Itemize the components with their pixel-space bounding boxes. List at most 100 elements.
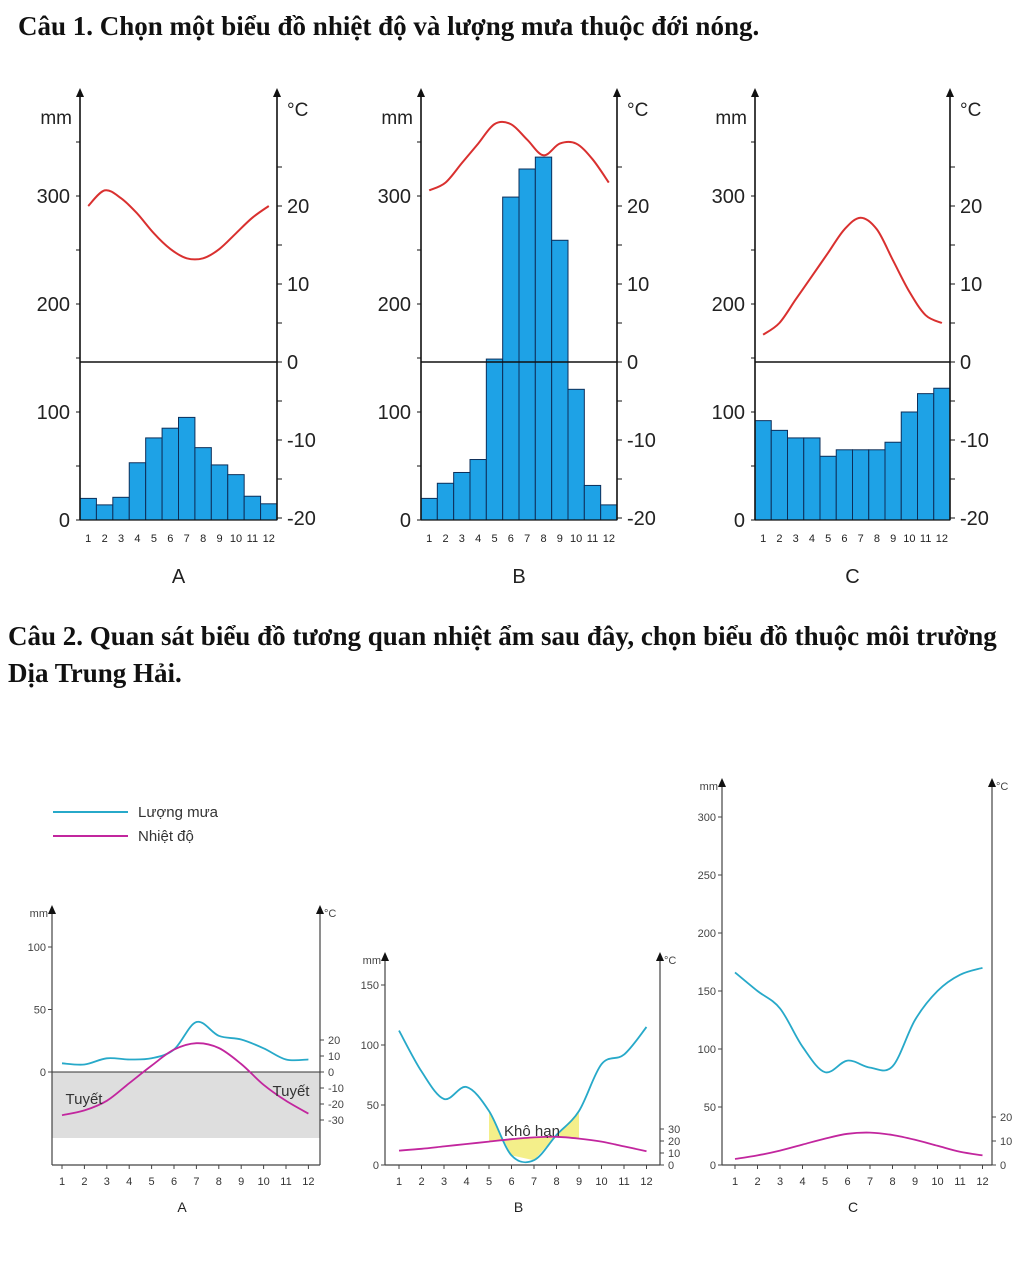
mm-tick-label: 100 — [28, 942, 46, 954]
celsius-unit-label: °C — [287, 100, 308, 121]
month-label: 4 — [463, 1176, 469, 1188]
temperature-line — [398, 1135, 647, 1153]
temperature-line — [762, 216, 943, 336]
rainfall-bar — [819, 455, 837, 521]
rainfall-bar — [79, 497, 97, 521]
mm-tick-label: 150 — [698, 986, 716, 998]
month-label: 7 — [867, 1176, 873, 1188]
mm-tick-label: 100 — [378, 402, 411, 424]
celsius-tick-label: 0 — [668, 1160, 674, 1172]
celsius-tick-label: 10 — [668, 1148, 680, 1160]
rainfall-bar — [260, 503, 278, 521]
mm-unit-label: mm — [700, 781, 718, 793]
mm-unit-label: mm — [381, 108, 413, 129]
rainfall-bar — [128, 462, 147, 521]
rainfall-bar — [502, 196, 520, 521]
month-label: 10 — [595, 1176, 607, 1188]
celsius-unit-label: °C — [324, 908, 336, 920]
rainfall-line — [734, 966, 983, 1074]
celsius-tick-label: 20 — [627, 196, 649, 218]
mm-tick-label: 200 — [37, 294, 70, 316]
celsius-tick-label: -10 — [328, 1083, 344, 1095]
month-label: 2 — [776, 533, 782, 545]
legend-rainfall-label: Lượng mưa — [138, 804, 219, 821]
celsius-axis-arrow — [613, 88, 621, 97]
month-label: 3 — [459, 533, 465, 545]
month-label: 4 — [799, 1176, 805, 1188]
mm-tick-label: 50 — [34, 1005, 46, 1017]
dry-season-region — [489, 1111, 579, 1161]
celsius-tick-label: 30 — [668, 1124, 680, 1136]
month-label: 7 — [184, 533, 190, 545]
month-label: 10 — [257, 1176, 269, 1188]
month-label: 1 — [85, 533, 91, 545]
question-2: Câu 2. Quan sát biểu đồ tương quan nhiệt… — [8, 621, 997, 689]
month-label: 3 — [793, 533, 799, 545]
celsius-axis-arrow — [946, 88, 954, 97]
month-label: 10 — [570, 533, 582, 545]
rainfall-bar — [145, 437, 163, 521]
month-label: 6 — [171, 1176, 177, 1188]
mm-tick-label: 100 — [361, 1040, 379, 1052]
month-label: 3 — [104, 1176, 110, 1188]
mm-tick-label: 50 — [704, 1102, 716, 1114]
rainfall-bar — [161, 427, 179, 521]
celsius-unit-label: °C — [996, 781, 1008, 793]
celsius-tick-label: -10 — [627, 430, 656, 452]
rainfall-bar — [868, 449, 886, 521]
month-label: 11 — [618, 1176, 629, 1188]
rainfall-bar — [884, 441, 902, 521]
mm-tick-label: 0 — [59, 510, 70, 532]
rainfall-bar — [567, 388, 585, 521]
month-label: 7 — [531, 1176, 537, 1188]
rainfall-bar — [95, 504, 114, 521]
celsius-tick-label: 10 — [328, 1051, 340, 1063]
month-label: 12 — [302, 1176, 314, 1188]
rainfall-bar — [551, 239, 569, 521]
rainfall-bar — [754, 420, 772, 521]
month-label: 4 — [126, 1176, 132, 1188]
mm-unit-label: mm — [363, 955, 381, 967]
celsius-tick-label: -10 — [287, 430, 316, 452]
month-label: 10 — [931, 1176, 943, 1188]
month-label: 6 — [841, 533, 847, 545]
mm-tick-label: 50 — [367, 1100, 379, 1112]
month-label: 12 — [976, 1176, 988, 1188]
month-label: 9 — [216, 533, 222, 545]
celsius-tick-label: 20 — [960, 196, 982, 218]
mm-axis-arrow — [48, 905, 56, 914]
month-label: 6 — [844, 1176, 850, 1188]
rainfall-bar — [227, 474, 245, 521]
month-label: 1 — [732, 1176, 738, 1188]
month-label: 5 — [825, 533, 831, 545]
mm-tick-label: 200 — [698, 928, 716, 940]
celsius-tick-label: 10 — [1000, 1136, 1012, 1148]
mm-axis-arrow — [76, 88, 84, 97]
month-label: 5 — [822, 1176, 828, 1188]
month-label: 5 — [486, 1176, 492, 1188]
month-label: 11 — [587, 533, 598, 545]
celsius-axis-arrow — [988, 778, 996, 787]
month-label: 3 — [777, 1176, 783, 1188]
month-label: 6 — [167, 533, 173, 545]
temperature-line — [734, 1131, 983, 1160]
month-label: 2 — [102, 533, 108, 545]
legend: Lượng mưa Nhiệt độ — [53, 804, 219, 845]
mm-tick-label: 150 — [361, 980, 379, 992]
rainfall-bar — [210, 464, 229, 521]
celsius-tick-label: 0 — [960, 352, 971, 374]
celsius-tick-label: 0 — [287, 352, 298, 374]
rainfall-bar — [436, 482, 455, 521]
chart-label: C — [848, 1199, 858, 1215]
snow-label-right: Tuyết — [273, 1083, 311, 1100]
mm-tick-label: 200 — [712, 294, 745, 316]
mm-tick-label: 100 — [698, 1044, 716, 1056]
mm-tick-label: 0 — [373, 1160, 379, 1172]
chart-label: A — [177, 1199, 187, 1215]
chart-label: C — [845, 566, 859, 588]
month-label: 9 — [238, 1176, 244, 1188]
mm-tick-label: 200 — [378, 294, 411, 316]
